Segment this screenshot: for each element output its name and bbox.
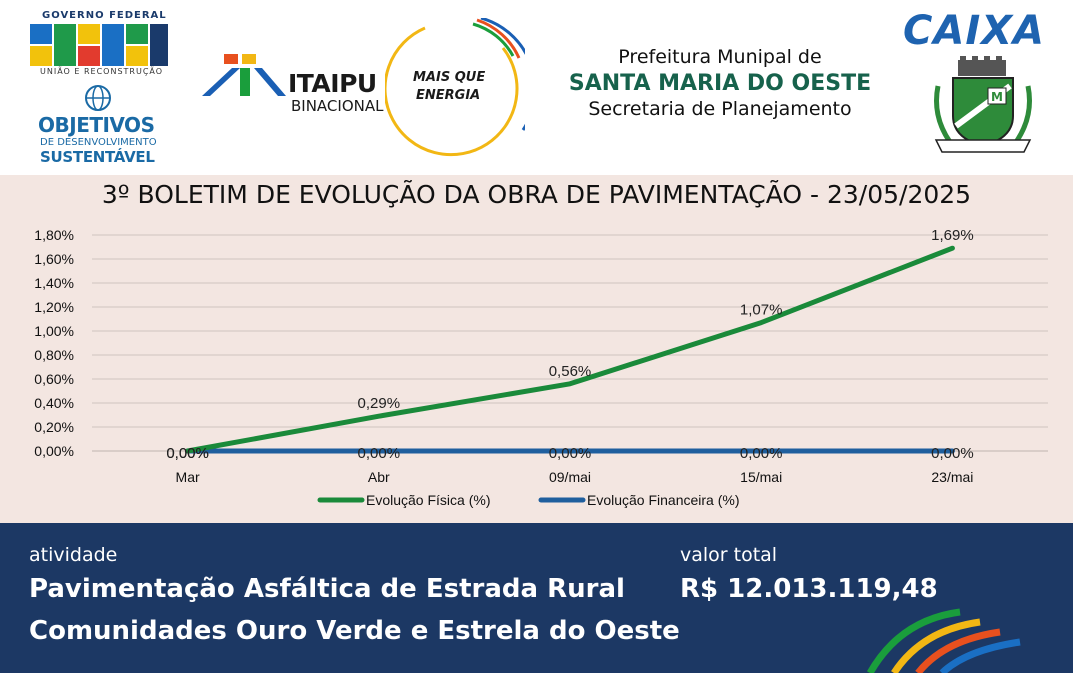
activity-label: atividade (29, 544, 118, 566)
energy-ring-icon (385, 18, 525, 157)
itaipu-slogan-line1: MAIS QUE (413, 70, 486, 85)
ods-line1: OBJETIVOS (38, 113, 155, 137)
y-tick-label: 1,80% (34, 227, 74, 243)
ods-line2: DE DESENVOLVIMENTO (40, 137, 157, 148)
y-tick-label: 0,60% (34, 371, 74, 387)
data-label: 0,56% (549, 363, 592, 380)
y-tick-label: 1,20% (34, 299, 74, 315)
series-line (185, 245, 955, 454)
y-tick-label: 1,00% (34, 323, 74, 339)
y-tick-label: 1,40% (34, 275, 74, 291)
svg-text:M: M (991, 90, 1003, 104)
itaipu-sub: BINACIONAL (291, 97, 384, 115)
x-tick-label: 23/mai (931, 469, 973, 485)
un-globe-icon (85, 85, 111, 111)
chart-background (0, 175, 1073, 523)
y-tick-label: 0,40% (34, 395, 74, 411)
y-tick-label: 1,60% (34, 251, 74, 267)
data-label: 0,00% (166, 445, 209, 462)
data-label: 0,00% (740, 445, 783, 462)
activity-line1: Pavimentação Asfáltica de Estrada Rural (29, 574, 625, 604)
data-label: 1,69% (931, 227, 974, 244)
legend-label: Evolução Física (%) (366, 492, 490, 508)
x-tick-label: 09/mai (549, 469, 591, 485)
prefeitura-name: SANTA MARIA DO OESTE (568, 71, 872, 96)
data-label: 0,00% (358, 445, 401, 462)
coat-of-arms-icon: M (934, 56, 1032, 153)
y-tick-label: 0,00% (34, 443, 74, 459)
data-label: 0,00% (166, 445, 209, 462)
ods-line3: SUSTENTÁVEL (40, 148, 155, 166)
itaipu-slogan-line2: ENERGIA (416, 88, 481, 103)
y-tick-label: 0,20% (34, 419, 74, 435)
gov-tagline: UNIÃO E RECONSTRUÇÃO (40, 67, 164, 76)
line-chart: 0,00% 0,20% 0,40% 0,60% 0,80% 1,00% 1,20% 1,40%… (34, 227, 1048, 508)
header (0, 0, 1073, 175)
x-tick-label: Mar (176, 469, 200, 485)
data-label: 0,29% (358, 395, 401, 412)
data-label: 0,00% (549, 445, 592, 462)
y-tick-label: 0,80% (34, 347, 74, 363)
chart-title: 3º BOLETIM DE EVOLUÇÃO DA OBRA DE PAVIME… (101, 180, 972, 209)
itaipu-name: ITAIPU (288, 69, 377, 98)
gov-label: GOVERNO FEDERAL (42, 10, 167, 21)
x-tick-label: Abr (368, 469, 390, 485)
x-tick-label: 15/mai (740, 469, 782, 485)
data-label: 0,00% (931, 445, 974, 462)
prefeitura-line1: Prefeitura Munipal de (618, 46, 822, 68)
caixa-logo: CAIXA (903, 8, 1045, 54)
legend-label: Evolução Financeira (%) (587, 492, 740, 508)
data-label: 1,07% (740, 302, 783, 319)
prefeitura-department: Secretaria de Planejamento (588, 98, 852, 120)
itaipu-mark-icon (202, 54, 286, 96)
value-label: valor total (680, 544, 778, 566)
brasil-logo (30, 24, 168, 66)
decorative-arcs (866, 608, 1021, 673)
activity-line2: Comunidades Ouro Verde e Estrela do Oest… (29, 616, 680, 646)
total-value: R$ 12.013.119,48 (680, 574, 938, 604)
footer (0, 523, 1073, 673)
